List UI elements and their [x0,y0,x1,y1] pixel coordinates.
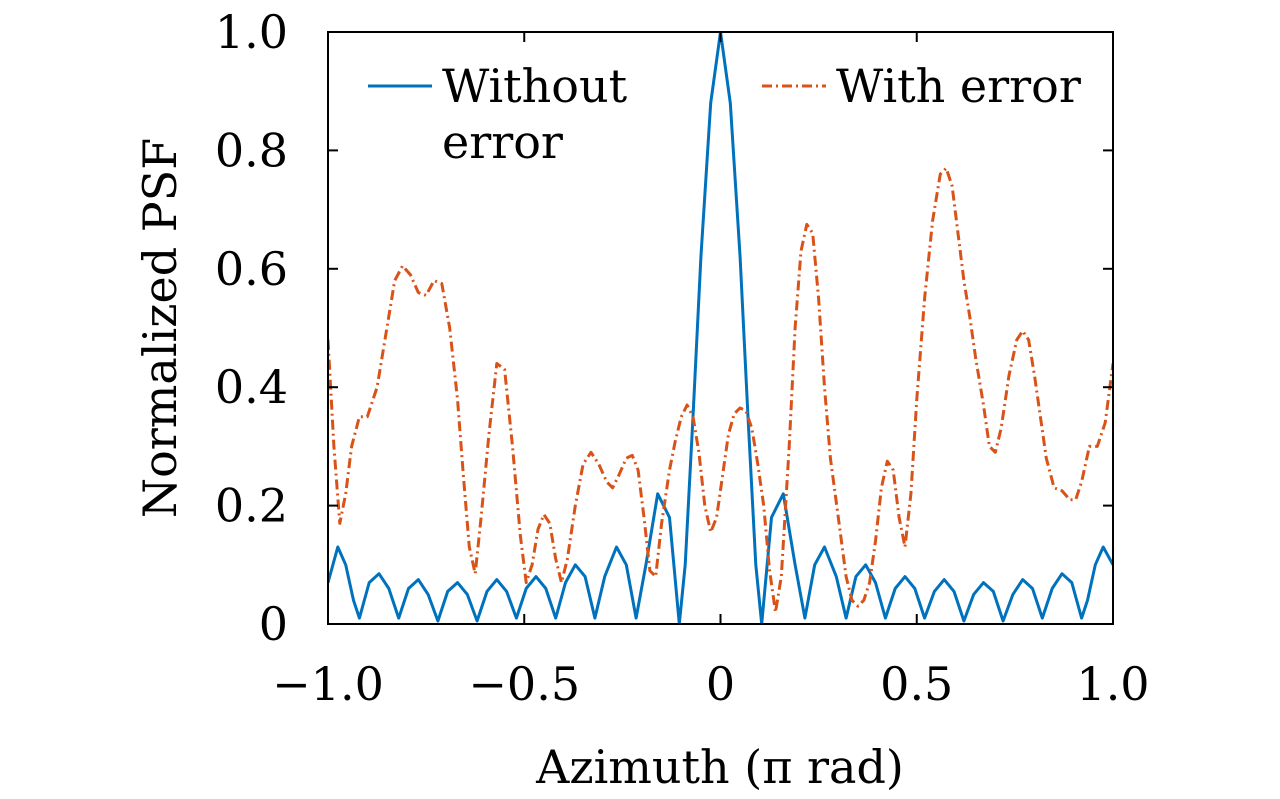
legend-label-1: error [442,115,563,169]
y-axis-label: Normalized PSF [133,138,187,518]
ticks-layer: −1.0 −0.5 0 0.5 1.0 0 0.2 0.4 0.6 0.8 1.0 [215,5,1150,711]
y-tick-label: 1.0 [215,5,288,59]
x-tick-label: 1.0 [1076,657,1149,711]
series-layer [328,32,1113,624]
series-line-1 [328,32,1113,624]
x-tick-label: 0 [706,657,735,711]
plot-frame [327,31,1114,625]
y-tick-label: 0.6 [215,242,288,296]
x-tick-label: −0.5 [468,657,580,711]
y-tick-label: 0 [259,597,288,651]
x-axis-label: Azimuth (π rad) [535,740,904,794]
plot-area [328,32,1113,624]
x-tick-label: −1.0 [272,657,384,711]
series-line-2 [328,166,1113,614]
y-tick-label: 0.8 [215,123,288,177]
y-tick-label: 0.2 [215,479,288,533]
y-tick-label: 0.4 [215,360,288,414]
legend-label-2: With error [836,59,1081,113]
x-tick-label: 0.5 [880,657,953,711]
legend-label-1: Without [442,59,628,113]
